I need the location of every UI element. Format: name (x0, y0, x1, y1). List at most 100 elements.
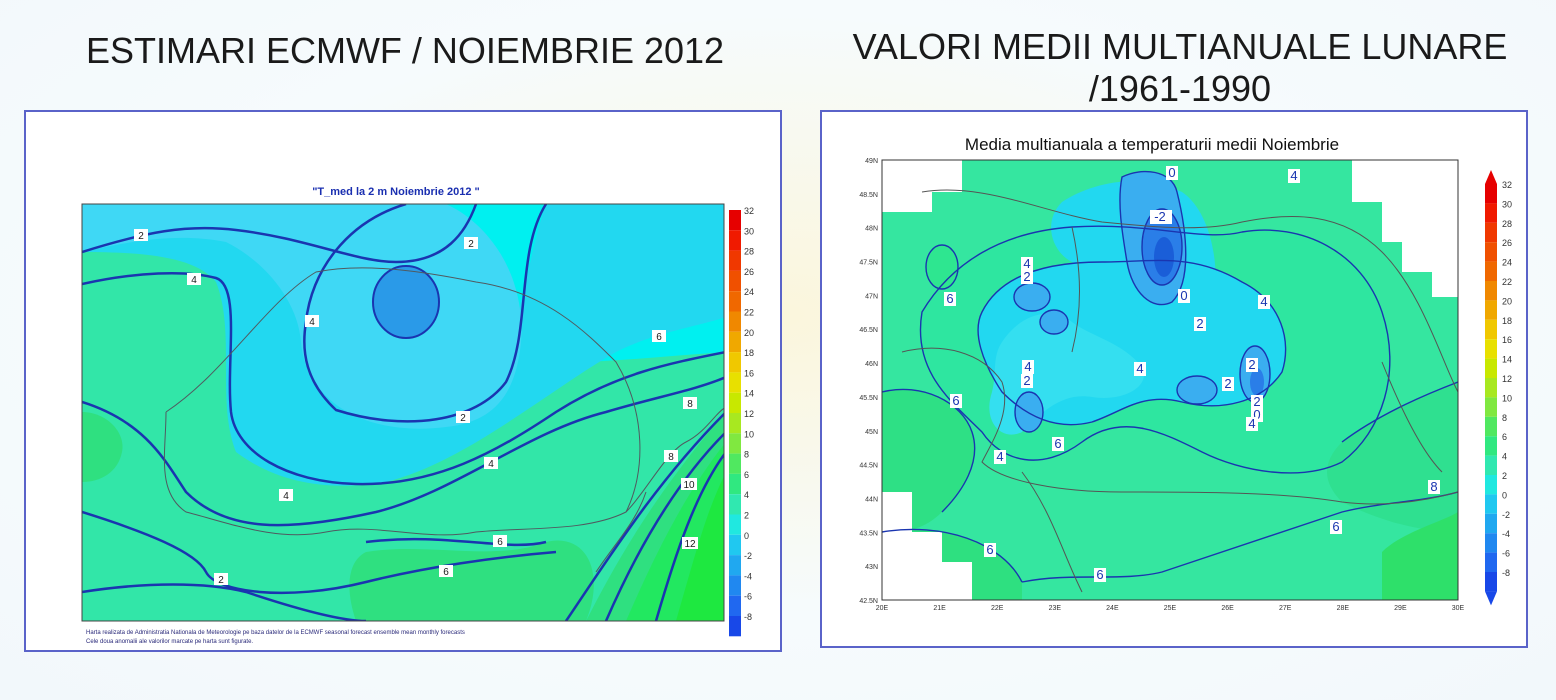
colorbar-cell (729, 230, 741, 251)
colorbar-label: 24 (1502, 258, 1512, 268)
svg-text:2: 2 (468, 239, 474, 250)
colorbar-label: 4 (744, 490, 749, 500)
colorbar-cell (1485, 378, 1497, 398)
longitude-tick-label: 24E (1106, 605, 1119, 612)
latitude-tick-label: 44.5N (859, 463, 878, 470)
longitude-tick-label: 28E (1337, 605, 1350, 612)
latitude-tick-label: 48N (865, 226, 878, 233)
colorbar-cell (729, 250, 741, 271)
svg-text:6: 6 (1054, 436, 1061, 451)
svg-text:2: 2 (1196, 316, 1203, 331)
longitude-tick-label: 22E (991, 605, 1004, 612)
svg-text:4: 4 (1248, 416, 1255, 431)
longitude-tick-label: 23E (1049, 605, 1062, 612)
colorbar-label: -8 (1502, 568, 1510, 578)
colorbar-cell (1485, 300, 1497, 320)
colorbar-cell (1485, 339, 1497, 359)
colorbar-cell (1485, 397, 1497, 417)
colorbar-cell (729, 453, 741, 474)
svg-text:6: 6 (443, 567, 449, 578)
colorbar-cell (729, 311, 741, 332)
svg-text:0: 0 (1168, 165, 1175, 180)
svg-text:2: 2 (460, 413, 466, 424)
colorbar-cell (729, 291, 741, 312)
svg-text:6: 6 (1332, 519, 1339, 534)
ecmwf-forecast-map: "T_med la 2 m Noiembrie 2012 " (81, 186, 754, 645)
svg-text:4: 4 (1136, 361, 1143, 376)
colorbar-label: 4 (1502, 452, 1507, 462)
colorbar-label: 22 (1502, 277, 1512, 287)
colorbar-cell (729, 575, 741, 596)
colorbar-label: 32 (744, 206, 754, 216)
latitude-tick-label: 46N (865, 361, 878, 368)
colorbar-label: 2 (744, 511, 749, 521)
left-map-footnote-2: Cele doua anomalii ale valorilor marcate… (86, 639, 253, 645)
longitude-tick-label: 30E (1452, 605, 1465, 612)
svg-text:4: 4 (1024, 359, 1031, 374)
svg-text:0: 0 (1180, 288, 1187, 303)
svg-text:4: 4 (1260, 294, 1267, 309)
colorbar-label: -2 (744, 551, 752, 561)
svg-text:6: 6 (952, 393, 959, 408)
colorbar-label: 6 (744, 470, 749, 480)
colorbar-cell (1485, 494, 1497, 514)
colorbar-cell (1485, 552, 1497, 572)
longitude-tick-label: 26E (1221, 605, 1234, 612)
colorbar-label: 8 (744, 450, 749, 460)
svg-text:12: 12 (684, 539, 696, 550)
colorbar-label: 30 (1502, 199, 1512, 209)
colorbar-cell (1485, 416, 1497, 437)
colorbar-label: 20 (1502, 296, 1512, 306)
right-map-longitude-ticks: 20E 21E 22E 23E 24E 25E 26E 27E 28E 29E 30E (876, 605, 1465, 612)
svg-text:10: 10 (683, 480, 695, 491)
left-title: ESTIMARI ECMWF / NOIEMBRIE 2012 (85, 30, 725, 71)
colorbar-label: -6 (1502, 549, 1510, 559)
colorbar-cell (1485, 475, 1497, 495)
colorbar-cell (729, 595, 741, 616)
svg-text:2: 2 (1023, 373, 1030, 388)
latitude-tick-label: 42.5N (859, 598, 878, 605)
longitude-tick-label: 20E (876, 605, 889, 612)
svg-text:2: 2 (1224, 376, 1231, 391)
colorbar-label: 18 (744, 348, 754, 358)
svg-text:4: 4 (996, 449, 1003, 464)
colorbar-cell (729, 352, 741, 373)
colorbar-label: 2 (1502, 471, 1507, 481)
colorbar-cell (729, 392, 741, 413)
svg-text:2: 2 (218, 575, 224, 586)
colorbar-cell (729, 372, 741, 393)
colorbar-cell (1485, 572, 1497, 592)
latitude-tick-label: 46.5N (859, 327, 878, 334)
colorbar-label: 24 (744, 287, 754, 297)
colorbar-label: 20 (744, 328, 754, 338)
colorbar-label: 28 (744, 247, 754, 257)
colorbar-cell (1485, 358, 1497, 378)
svg-text:0: 0 (1253, 407, 1260, 422)
svg-text:6: 6 (1096, 567, 1103, 582)
latitude-tick-label: 48.5N (859, 192, 878, 199)
svg-text:2: 2 (1248, 357, 1255, 372)
multiannual-mean-panel: Media multianuala a temperaturii medii N… (820, 110, 1528, 648)
latitude-tick-label: 45N (865, 429, 878, 436)
colorbar-cell (729, 494, 741, 515)
colorbar-cell (1485, 513, 1497, 534)
svg-text:8: 8 (687, 399, 693, 410)
colorbar-label: 16 (744, 368, 754, 378)
colorbar-cell (1485, 242, 1497, 262)
colorbar-cell (1485, 533, 1497, 553)
colorbar-cell (1485, 222, 1497, 243)
latitude-tick-label: 45.5N (859, 395, 878, 402)
left-map-field: 2 2 4 4 2 4 6 4 2 6 8 6 8 10 12 (82, 204, 724, 621)
colorbar-label: 18 (1502, 316, 1512, 326)
colorbar-bottom-arrow (1485, 591, 1497, 606)
colorbar-cell (729, 473, 741, 495)
longitude-tick-label: 27E (1279, 605, 1292, 612)
latitude-tick-label: 47N (865, 293, 878, 300)
right-title-line2: /1961-1990 (1088, 68, 1272, 109)
latitude-tick-label: 44N (865, 497, 878, 504)
colorbar-cell (1485, 261, 1497, 281)
colorbar-label: -6 (744, 592, 752, 602)
svg-text:4: 4 (309, 317, 315, 328)
